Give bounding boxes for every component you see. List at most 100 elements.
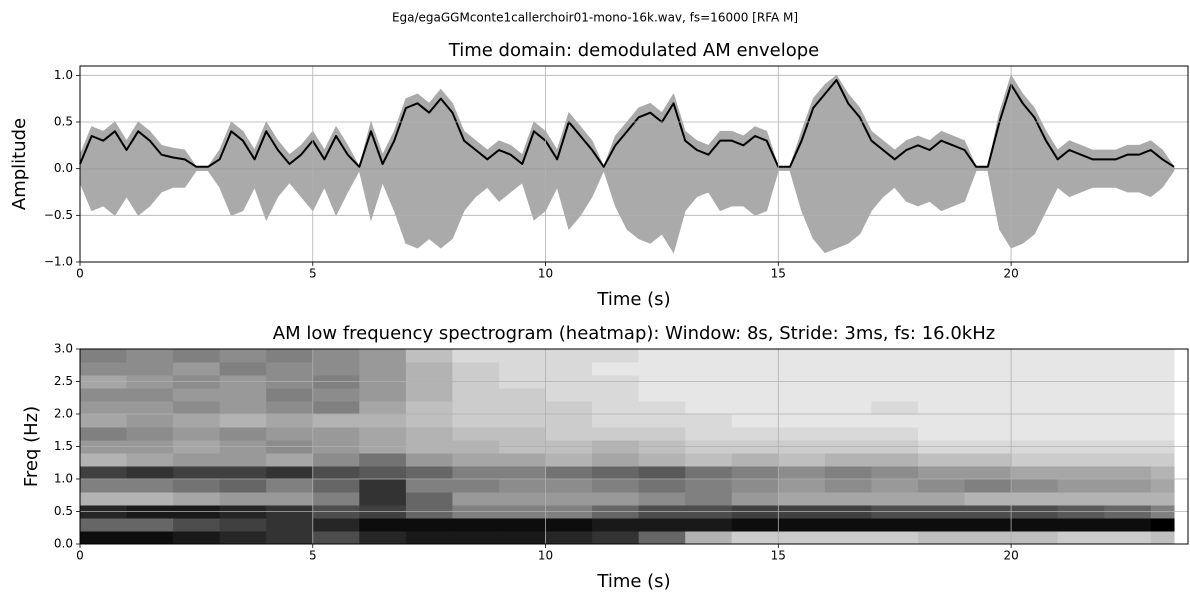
heatmap-cell	[312, 349, 360, 363]
heatmap-cell	[219, 453, 267, 467]
heatmap-cell	[452, 466, 500, 480]
heatmap-cell	[173, 401, 221, 415]
heatmap-cell	[498, 466, 547, 480]
figure-title: Ega/egaGGMconte1callerchoir01-mono-16k.w…	[392, 11, 798, 25]
heatmap-cell	[592, 518, 640, 532]
heatmap-cell	[778, 492, 826, 506]
heatmap-cell	[1104, 479, 1152, 493]
heatmap-cell	[824, 362, 872, 376]
x-axis-label: Time (s)	[596, 571, 670, 592]
heatmap-cell	[173, 453, 221, 467]
heatmap-cell	[359, 518, 407, 532]
heatmap-cell	[173, 388, 221, 402]
heatmap-cell	[405, 518, 453, 532]
heatmap-cell	[685, 479, 733, 493]
heatmap-cell	[824, 492, 872, 506]
heatmap-cell	[405, 388, 453, 402]
heatmap-cell	[1057, 414, 1105, 428]
heatmap-cell	[266, 349, 314, 363]
heatmap-cell	[592, 479, 640, 493]
heatmap-cell	[592, 453, 640, 467]
heatmap-cell	[871, 531, 919, 545]
heatmap-cell	[266, 388, 314, 402]
heatmap-cell	[1011, 349, 1059, 363]
heatmap-cell	[452, 518, 500, 532]
heatmap-cell	[871, 453, 919, 467]
axes-frame	[79, 348, 1189, 545]
heatmap-cell	[312, 453, 360, 467]
x-tick-label: 5	[309, 549, 317, 563]
heatmap-cell	[917, 479, 966, 493]
heatmap-cell	[592, 466, 640, 480]
heatmap-cell	[638, 453, 686, 467]
heatmap-cell	[778, 388, 826, 402]
heatmap-cell	[917, 388, 966, 402]
heatmap-cell	[312, 414, 360, 428]
heatmap-cell	[452, 427, 500, 441]
plot-area	[80, 349, 1175, 545]
heatmap-cell	[917, 414, 966, 428]
heatmap-cell	[126, 479, 174, 493]
heatmap-cell	[498, 349, 547, 363]
heatmap-cell	[731, 414, 779, 428]
heatmap-cell	[1057, 401, 1105, 415]
heatmap-cell	[731, 427, 779, 441]
heatmap-cell	[731, 401, 779, 415]
y-tick-label: 1.0	[54, 68, 73, 82]
heatmap-cell	[638, 362, 686, 376]
heatmap-cell	[592, 401, 640, 415]
heatmap-cell	[1104, 388, 1152, 402]
y-tick-label: 2.0	[54, 407, 73, 421]
heatmap-cell	[359, 362, 407, 376]
heatmap-cell	[917, 427, 966, 441]
heatmap-cell	[871, 388, 919, 402]
heatmap-cell	[824, 479, 872, 493]
x-tick-label: 5	[309, 267, 317, 281]
heatmap-cell	[545, 414, 593, 428]
heatmap-cell	[219, 388, 267, 402]
heatmap-cell	[917, 531, 966, 545]
heatmap-cell	[173, 531, 221, 545]
x-tick-label: 20	[1003, 549, 1018, 563]
heatmap-cell	[173, 492, 221, 506]
heatmap-cell	[1104, 492, 1152, 506]
heatmap-cell	[685, 466, 733, 480]
heatmap-cell	[452, 414, 500, 428]
heatmap-cell	[1057, 453, 1105, 467]
heatmap-cell	[1011, 531, 1059, 545]
heatmap-cell	[452, 479, 500, 493]
heatmap-cell	[126, 518, 174, 532]
y-axis-label: Freq (Hz)	[21, 406, 42, 487]
heatmap-cell	[173, 349, 221, 363]
heatmap-cell	[1150, 492, 1175, 506]
y-tick-label: 1.0	[54, 472, 73, 486]
heatmap-cell	[871, 349, 919, 363]
waveform-area	[79, 168, 1175, 254]
heatmap-cell	[80, 531, 128, 545]
heatmap-cell	[638, 531, 686, 545]
y-tick-label: 0.0	[54, 537, 73, 551]
heatmap-cell	[266, 466, 314, 480]
heatmap-cell	[592, 492, 640, 506]
heatmap-cell	[545, 362, 593, 376]
heatmap-cell	[1104, 427, 1152, 441]
y-tick-label: −1.0	[44, 255, 73, 269]
heatmap-cell	[405, 427, 453, 441]
heatmap-cell	[731, 518, 779, 532]
heatmap-cell	[685, 492, 733, 506]
heatmap-cell	[685, 401, 733, 415]
heatmap-cell	[452, 349, 500, 363]
heatmap-cell	[964, 479, 1012, 493]
heatmap-cell	[871, 427, 919, 441]
heatmap-cell	[1011, 414, 1059, 428]
heatmap-cell	[1150, 518, 1175, 532]
heatmap-cell	[126, 531, 174, 545]
heatmap-cell	[359, 349, 407, 363]
heatmap-cell	[173, 518, 221, 532]
heatmap-cell	[452, 531, 500, 545]
heatmap-cell	[592, 362, 640, 376]
heatmap-cell	[1150, 362, 1175, 376]
heatmap-cell	[685, 427, 733, 441]
